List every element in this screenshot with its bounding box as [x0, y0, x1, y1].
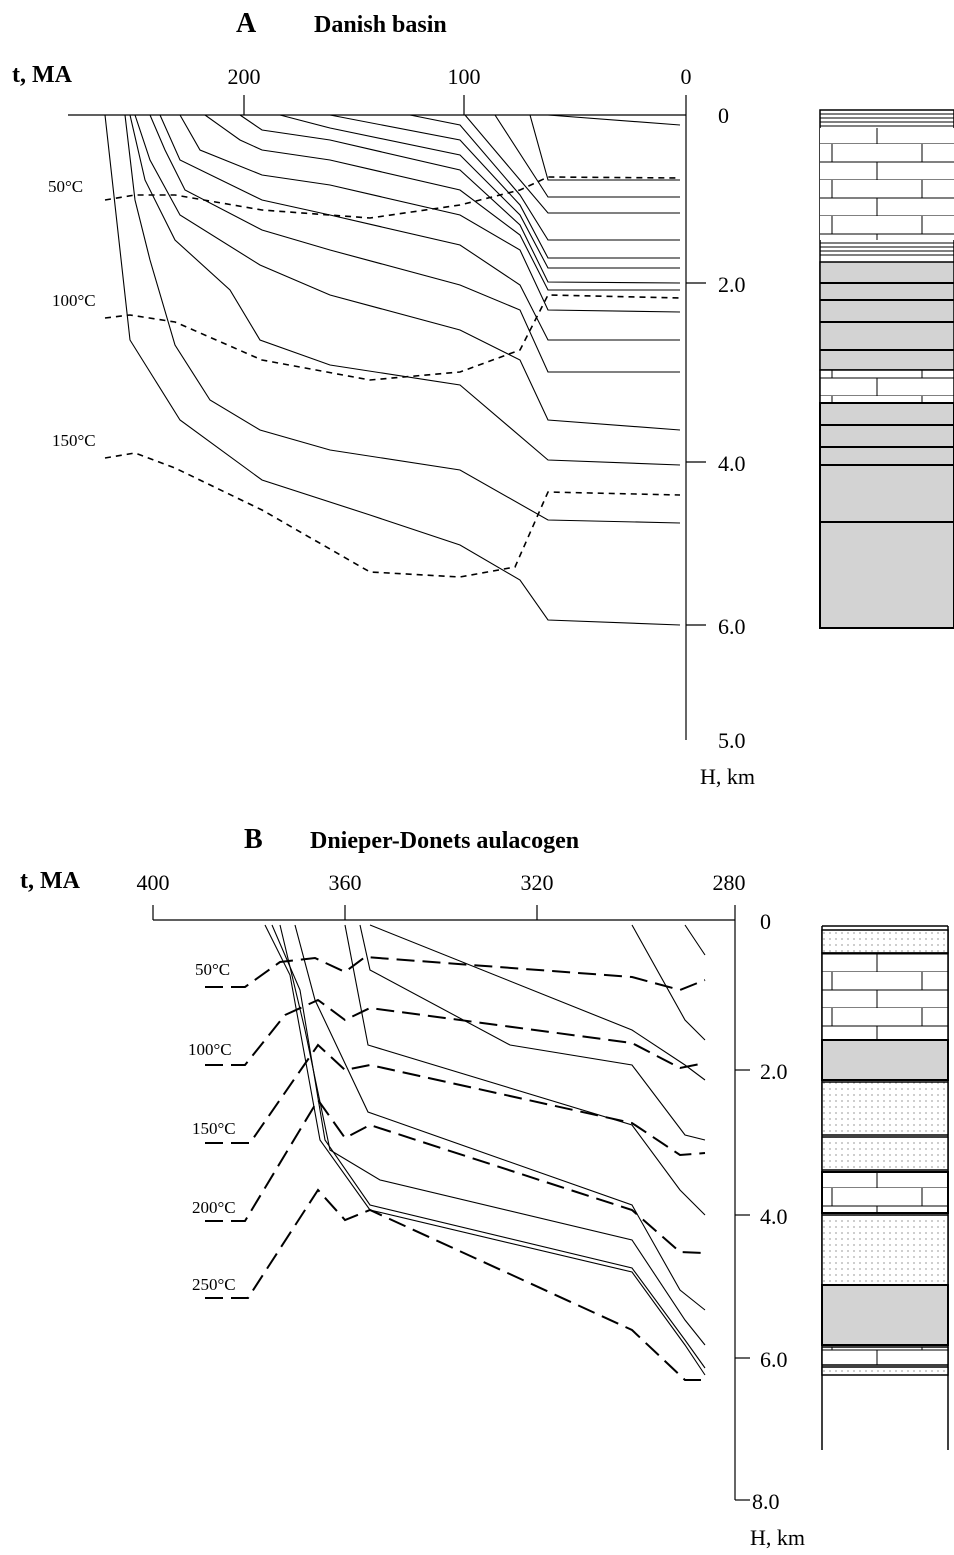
isotherm-label: 100°C: [52, 291, 96, 310]
isotherm-label: 150°C: [192, 1119, 236, 1138]
y-tick-label: 4.0: [760, 1204, 788, 1229]
panel-b: B Dnieper-Donets aulacogen t, MA 400 360…: [20, 824, 949, 1550]
isotherm-label: 50°C: [48, 177, 83, 196]
y-axis-label: H, km: [750, 1525, 805, 1550]
x-axis-label: t, MA: [12, 62, 73, 88]
y-tick-label: 2.0: [718, 272, 746, 297]
x-tick-label: 400: [137, 870, 170, 895]
x-tick-label: 320: [521, 870, 554, 895]
y-tick-label: 5.0: [718, 728, 746, 753]
y-tick-label: 6.0: [718, 614, 746, 639]
panel-a: A Danish basin t, MA 200 100 0 0 2.0 4.0…: [12, 8, 954, 789]
panel-title: Dnieper-Donets aulacogen: [310, 828, 579, 854]
x-axis-label: t, MA: [20, 868, 81, 894]
y-axis-label: H, km: [700, 764, 755, 789]
burial-curves: [104, 114, 681, 626]
isotherm-label: 200°C: [192, 1198, 236, 1217]
isotherms: [104, 176, 681, 578]
y-tick-label: 0: [718, 103, 729, 128]
strat-column: [821, 925, 949, 1450]
isotherm-label: 100°C: [188, 1040, 232, 1059]
y-tick-label: 2.0: [760, 1059, 788, 1084]
isotherm-label: 50°C: [195, 960, 230, 979]
x-tick-label: 200: [228, 64, 261, 89]
y-tick-label: 8.0: [752, 1489, 780, 1514]
x-tick-label: 280: [713, 870, 746, 895]
x-tick-label: 360: [329, 870, 362, 895]
panel-letter: A: [236, 8, 257, 39]
panel-letter: B: [244, 824, 263, 855]
y-tick-label: 4.0: [718, 451, 746, 476]
isotherm-label: 250°C: [192, 1275, 236, 1294]
strat-column: [819, 109, 954, 629]
x-tick-label: 100: [448, 64, 481, 89]
y-tick-label: 6.0: [760, 1347, 788, 1372]
isotherms: [205, 955, 706, 1381]
y-tick-label: 0: [760, 909, 771, 934]
isotherm-label: 150°C: [52, 431, 96, 450]
burial-curves: [264, 924, 706, 1376]
panel-title: Danish basin: [314, 12, 447, 38]
x-tick-label: 0: [681, 64, 692, 89]
